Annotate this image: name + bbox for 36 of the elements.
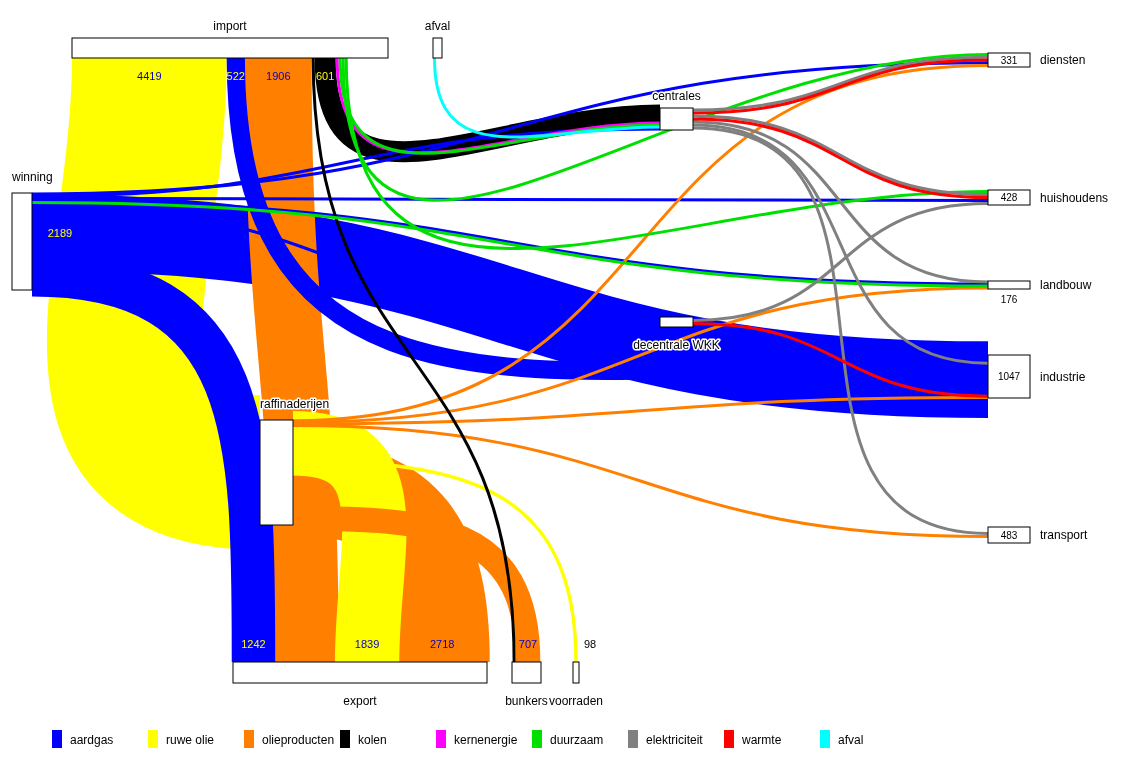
legend-label: olieproducten	[262, 733, 335, 747]
legend-label: kolen	[358, 733, 387, 747]
category-label: afval	[424, 19, 451, 33]
data-label: 2718	[429, 638, 455, 650]
legend-label: afval	[838, 733, 864, 747]
category-label: industrie	[1040, 369, 1086, 384]
data-label: 483	[1000, 529, 1018, 541]
category-label: bunkers	[505, 694, 548, 708]
data-label: 1242	[241, 638, 266, 650]
legend-label: duurzaam	[550, 733, 604, 747]
data-label: 522	[226, 70, 245, 82]
category-label: winning	[11, 170, 53, 184]
data-label: 601	[315, 70, 335, 82]
data-label: 1839	[354, 638, 380, 650]
legend-label: elektriciteit	[646, 733, 704, 747]
legend-label: aardgas	[70, 733, 114, 747]
category-label: landbouw	[1040, 278, 1092, 292]
category-label: transport	[1040, 528, 1089, 542]
legend-label: warmte	[741, 733, 782, 747]
category-label: centrales	[652, 89, 701, 103]
data-label: 428	[1000, 192, 1018, 203]
data-label: 707	[518, 638, 538, 650]
data-label: 176	[1000, 294, 1018, 305]
data-label: 2189	[47, 226, 73, 239]
category-label: export	[343, 694, 378, 708]
data-label: 1906	[266, 70, 291, 82]
data-label: 4419	[137, 70, 162, 82]
category-label: huishoudens	[1040, 190, 1109, 205]
data-label: 1047	[997, 371, 1021, 382]
category-label: diensten	[1040, 53, 1086, 67]
category-label: voorraden	[548, 694, 604, 708]
data-label: 331	[1000, 54, 1018, 66]
data-label: 98	[583, 638, 597, 650]
category-label: import	[213, 19, 248, 33]
legend-label: kernenergie	[454, 733, 518, 747]
legend-label: ruwe olie	[166, 733, 215, 747]
